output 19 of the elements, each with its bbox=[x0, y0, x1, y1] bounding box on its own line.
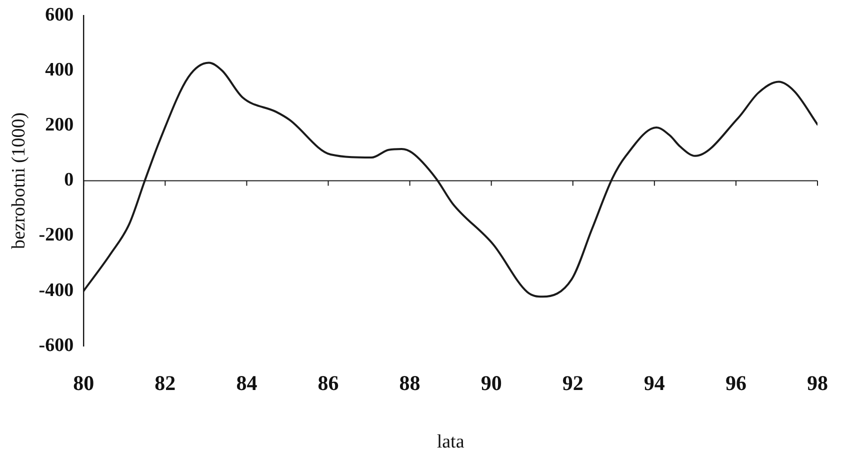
y-tick-label: 200 bbox=[45, 114, 74, 136]
x-tick-label: 90 bbox=[480, 371, 502, 396]
y-tick-label: 600 bbox=[45, 4, 74, 26]
y-tick-label: 0 bbox=[64, 170, 74, 191]
x-tick-label: 88 bbox=[399, 371, 420, 396]
x-tick-label: 80 bbox=[73, 371, 94, 396]
x-tick-label: 84 bbox=[236, 371, 258, 396]
y-tick-label: 400 bbox=[45, 59, 74, 80]
x-tick-label: 86 bbox=[318, 371, 339, 396]
x-tick-label: 98 bbox=[807, 371, 828, 396]
x-tick-label: 94 bbox=[644, 371, 666, 396]
y-tick-label: -200 bbox=[38, 224, 74, 246]
x-tick-label: 92 bbox=[562, 371, 584, 396]
x-axis-title: lata bbox=[436, 432, 465, 453]
y-tick-label: -400 bbox=[38, 280, 74, 301]
y-tick-label: -600 bbox=[38, 334, 74, 356]
x-tick-label: 82 bbox=[154, 371, 176, 396]
y-axis-title: bezrobotni (1000) bbox=[8, 112, 30, 250]
x-tick-label: 96 bbox=[725, 371, 746, 396]
